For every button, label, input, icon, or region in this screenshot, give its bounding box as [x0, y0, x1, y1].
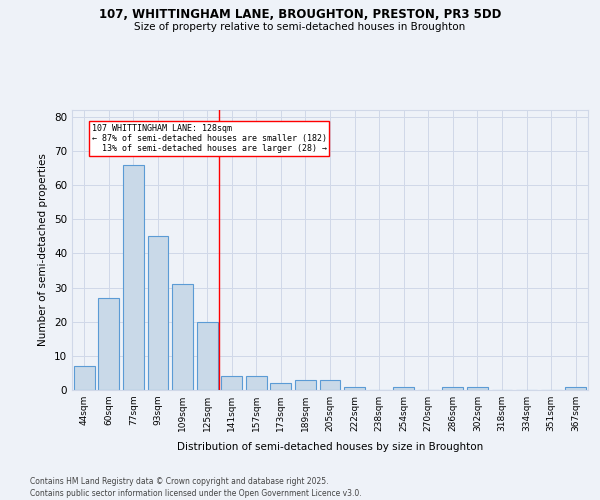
Text: Size of property relative to semi-detached houses in Broughton: Size of property relative to semi-detach…	[134, 22, 466, 32]
Bar	[295, 380, 316, 390]
Bar	[221, 376, 242, 390]
Bar	[320, 380, 340, 390]
Text: 107, WHITTINGHAM LANE, BROUGHTON, PRESTON, PR3 5DD: 107, WHITTINGHAM LANE, BROUGHTON, PRESTO…	[99, 8, 501, 20]
Bar	[565, 386, 586, 390]
Bar	[271, 383, 292, 390]
Text: Contains HM Land Registry data © Crown copyright and database right 2025.: Contains HM Land Registry data © Crown c…	[30, 478, 329, 486]
Text: 107 WHITTINGHAM LANE: 128sqm
← 87% of semi-detached houses are smaller (182)
  1: 107 WHITTINGHAM LANE: 128sqm ← 87% of se…	[92, 124, 326, 154]
Bar	[172, 284, 193, 390]
Bar	[197, 322, 218, 390]
Text: Distribution of semi-detached houses by size in Broughton: Distribution of semi-detached houses by …	[177, 442, 483, 452]
Bar	[246, 376, 267, 390]
Bar	[344, 386, 365, 390]
Bar	[74, 366, 95, 390]
Bar	[442, 386, 463, 390]
Bar	[123, 164, 144, 390]
Bar	[393, 386, 414, 390]
Y-axis label: Number of semi-detached properties: Number of semi-detached properties	[38, 154, 49, 346]
Bar	[98, 298, 119, 390]
Bar	[148, 236, 169, 390]
Text: Contains public sector information licensed under the Open Government Licence v3: Contains public sector information licen…	[30, 489, 362, 498]
Bar	[467, 386, 488, 390]
